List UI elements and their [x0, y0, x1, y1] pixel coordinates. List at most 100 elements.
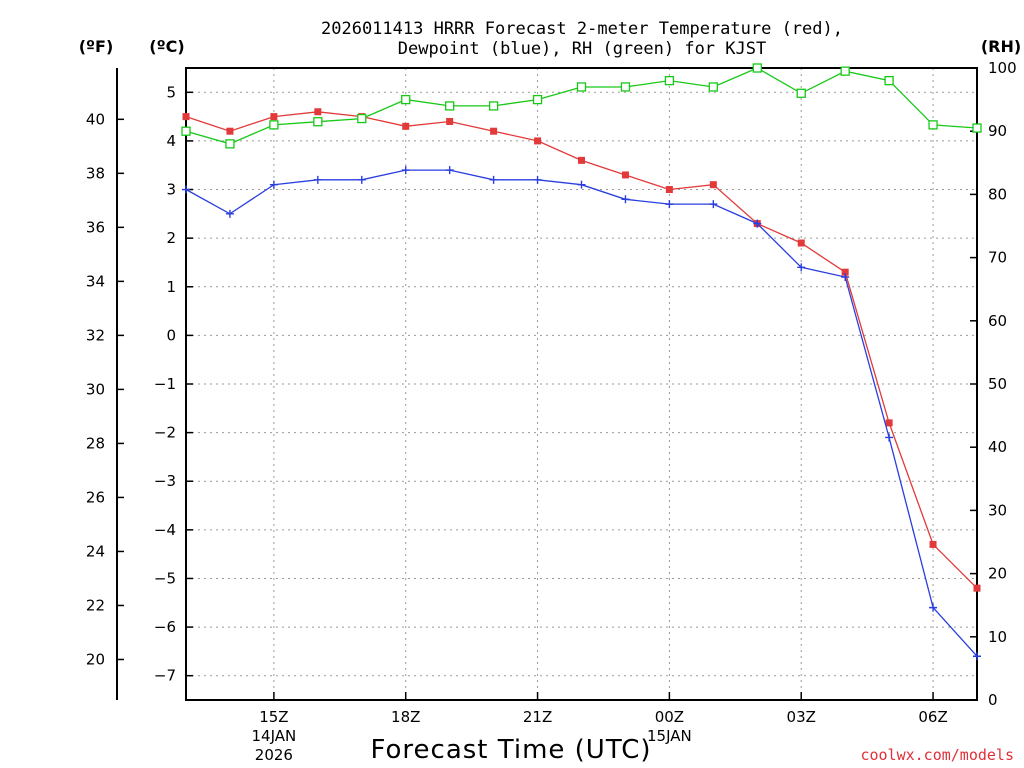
dewpoint-point: [797, 263, 806, 272]
temperature-point: [490, 127, 498, 135]
rh-tick-label: 100: [988, 59, 1017, 77]
rh-point: [225, 139, 235, 149]
dewpoint-point: [709, 200, 718, 209]
temperature-point: [929, 540, 937, 548]
temperature-point: [665, 186, 673, 194]
fahrenheit-tick-label: 34: [86, 272, 105, 290]
rh-point: [181, 126, 191, 136]
dewpoint-point: [841, 273, 850, 282]
rh-tick-label: 50: [988, 375, 1007, 393]
fahrenheit-tick-label: 24: [86, 542, 105, 560]
temperature-point: [973, 584, 981, 592]
time-tick-label: 00Z: [655, 708, 684, 726]
dewpoint-point: [313, 175, 322, 184]
temperature-point: [270, 113, 278, 121]
rh-point: [708, 82, 718, 92]
dewpoint-point: [533, 175, 542, 184]
celsius-axis: 5 4 3 2 1 0 −1 −2 −3 −4 −5 −6 −7: [154, 83, 193, 685]
fahrenheit-tick-label: 28: [86, 434, 105, 452]
celsius-tick-label: 1: [166, 278, 176, 296]
rh-point: [840, 66, 850, 76]
temperature-point: [226, 127, 234, 135]
rh-point: [401, 94, 411, 105]
temperature-point: [709, 181, 717, 189]
celsius-unit-label: (ºC): [149, 37, 184, 56]
rh-point: [972, 123, 982, 133]
celsius-tick-label: −2: [154, 424, 176, 442]
chart-title-line-1: 2026011413 HRRR Forecast 2-meter Tempera…: [321, 19, 843, 39]
celsius-tick-label: −6: [154, 618, 176, 636]
rh-point: [357, 113, 367, 124]
rh-tick-label: 60: [988, 312, 1007, 330]
celsius-tick-label: 4: [166, 132, 176, 150]
temperature-point: [534, 137, 542, 145]
dewpoint-point: [401, 166, 410, 175]
rh-tick-label: 80: [988, 185, 1007, 203]
dewpoint-point: [269, 180, 278, 189]
rh-tick-label: 40: [988, 438, 1007, 456]
temperature-point: [182, 113, 190, 121]
fahrenheit-tick-label: 22: [86, 596, 105, 614]
dewpoint-point: [225, 209, 234, 218]
fahrenheit-tick-label: 38: [86, 164, 105, 182]
rh-unit-label: (RH): [981, 37, 1021, 56]
celsius-tick-label: −3: [154, 472, 176, 490]
fahrenheit-tick-label: 32: [86, 326, 105, 344]
rh-tick-label: 70: [988, 249, 1007, 267]
dewpoint-point: [753, 219, 762, 228]
rh-point: [796, 88, 806, 98]
fahrenheit-tick-label: 20: [86, 650, 105, 668]
rh-tick-label: 0: [988, 691, 998, 709]
rh-point: [269, 120, 279, 130]
temperature-point: [885, 419, 893, 427]
rh-point: [576, 82, 587, 92]
time-tick-label: 2026: [255, 746, 293, 764]
dewpoint-line: [185, 169, 978, 657]
dewpoint-point: [621, 195, 630, 204]
fahrenheit-tick-label: 36: [86, 218, 105, 236]
fahrenheit-tick-label: 30: [86, 380, 105, 398]
rh-point: [884, 75, 894, 86]
rh-point: [664, 75, 675, 86]
rh-point: [752, 63, 762, 73]
data-series: [181, 63, 982, 661]
dewpoint-point: [885, 433, 894, 442]
time-tick-label: 03Z: [787, 708, 816, 726]
celsius-tick-label: 5: [166, 83, 176, 101]
chart-title-line-2: Dewpoint (blue), RH (green) for KJST: [398, 39, 766, 59]
fahrenheit-axis: 40 38 36 34 32 30 28 26 24 22 20: [86, 110, 124, 668]
dewpoint-point: [182, 185, 190, 194]
celsius-tick-label: −4: [154, 521, 176, 539]
celsius-tick-label: −7: [154, 667, 176, 685]
rh-point: [620, 82, 631, 92]
celsius-tick-label: 0: [166, 326, 176, 344]
temperature-point: [446, 117, 454, 125]
temperature-point: [841, 268, 849, 276]
temperature-point: [797, 239, 805, 247]
temperature-point: [621, 171, 629, 179]
dewpoint-point: [577, 180, 586, 189]
temperature-point: [314, 108, 322, 116]
rh-point: [488, 101, 499, 111]
time-tick-label: 14JAN: [252, 727, 297, 745]
rh-tick-label: 90: [988, 122, 1007, 140]
celsius-tick-label: −5: [154, 569, 176, 587]
celsius-tick-label: 2: [166, 229, 176, 247]
dewpoint-point: [929, 603, 938, 612]
rh-tick-label: 30: [988, 501, 1007, 519]
rh-point: [445, 101, 455, 111]
dewpoint-point: [665, 200, 674, 209]
fahrenheit-tick-label: 40: [86, 110, 105, 128]
x-axis-label: Forecast Time (UTC): [370, 735, 651, 765]
credit-link[interactable]: coolwx.com/models: [860, 746, 1014, 764]
time-tick-label: 18Z: [391, 708, 420, 726]
celsius-tick-label: 3: [166, 181, 176, 199]
temperature-point: [402, 122, 410, 130]
dewpoint-point: [445, 166, 454, 175]
fahrenheit-unit-label: (ºF): [79, 37, 114, 56]
dewpoint-point: [357, 175, 366, 184]
time-tick-label: 21Z: [523, 708, 552, 726]
celsius-tick-label: −1: [154, 375, 176, 393]
